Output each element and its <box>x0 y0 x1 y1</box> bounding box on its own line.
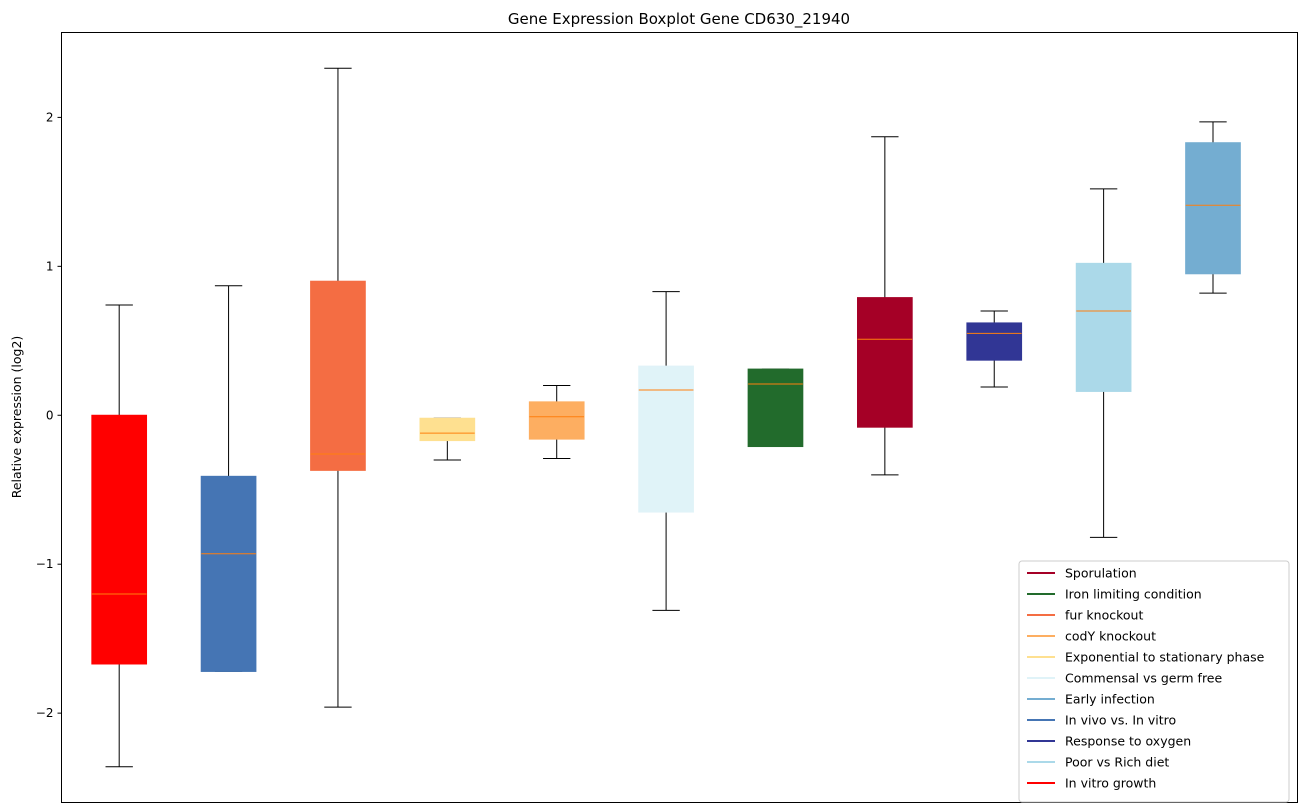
box-body <box>857 297 913 428</box>
box-body <box>200 475 257 672</box>
y-tick-label: −2 <box>36 706 54 720</box>
box-body <box>528 401 585 440</box>
y-tick-label: −1 <box>36 557 54 571</box>
legend-label: Response to oxygen <box>1065 734 1191 749</box>
box-body <box>638 365 694 513</box>
y-axis: −2 −1 0 1 2 <box>36 110 62 720</box>
box-body <box>747 368 804 448</box>
legend-label: Sporulation <box>1065 566 1137 581</box>
y-tick-label: 0 <box>46 408 54 422</box>
box-7 <box>747 368 804 448</box>
legend-label: In vivo vs. In vitro <box>1065 713 1176 728</box>
legend-entry: Response to oxygen <box>1027 734 1191 749</box>
box-1 <box>91 304 148 768</box>
legend-entry: codY knockout <box>1027 629 1156 644</box>
box-8 <box>857 136 913 476</box>
legend-label: fur knockout <box>1065 608 1143 623</box>
legend-label: Poor vs Rich diet <box>1065 755 1169 770</box>
legend-label: Early infection <box>1065 692 1155 707</box>
box-6 <box>638 291 694 611</box>
box-10 <box>1075 188 1132 538</box>
plot-frame <box>61 32 1298 803</box>
box-body <box>1185 142 1241 275</box>
box-3 <box>310 67 366 708</box>
legend-label: Iron limiting condition <box>1065 587 1202 602</box>
box-body <box>1075 262 1132 392</box>
legend-label: Exponential to stationary phase <box>1065 650 1265 665</box>
legend-entry: Poor vs Rich diet <box>1027 755 1169 770</box>
legend-entry: Iron limiting condition <box>1027 587 1202 602</box>
legend-entry: fur knockout <box>1027 608 1143 623</box>
legend: Sporulation Iron limiting condition fur kn… <box>1018 560 1290 803</box>
box-2 <box>200 285 257 672</box>
box-11 <box>1185 121 1241 294</box>
legend-entry: Early infection <box>1027 692 1155 707</box>
box-9 <box>966 310 1023 388</box>
legend-entry: In vivo vs. In vitro <box>1027 713 1176 728</box>
chart-title: Gene Expression Boxplot Gene CD630_21940 <box>508 10 850 29</box>
box-body <box>310 280 366 471</box>
legend-entry: Sporulation <box>1027 566 1137 581</box>
box-5 <box>528 384 585 459</box>
legend-entry: Exponential to stationary phase <box>1027 650 1265 665</box>
y-axis-label: Relative expression (log2) <box>9 336 24 499</box>
box-body <box>91 414 148 665</box>
legend-label: Commensal vs germ free <box>1065 671 1222 686</box>
y-tick-label: 2 <box>46 110 54 124</box>
legend-frame <box>1018 560 1290 803</box>
box-4 <box>419 417 476 461</box>
legend-label: In vitro growth <box>1065 776 1156 791</box>
box-body <box>966 322 1023 361</box>
plot-area <box>91 67 1241 768</box>
y-tick-label: 1 <box>46 259 54 273</box>
legend-entry: In vitro growth <box>1027 776 1156 791</box>
legend-entry: Commensal vs germ free <box>1027 671 1222 686</box>
box-body <box>419 417 476 442</box>
legend-label: codY knockout <box>1065 629 1156 644</box>
